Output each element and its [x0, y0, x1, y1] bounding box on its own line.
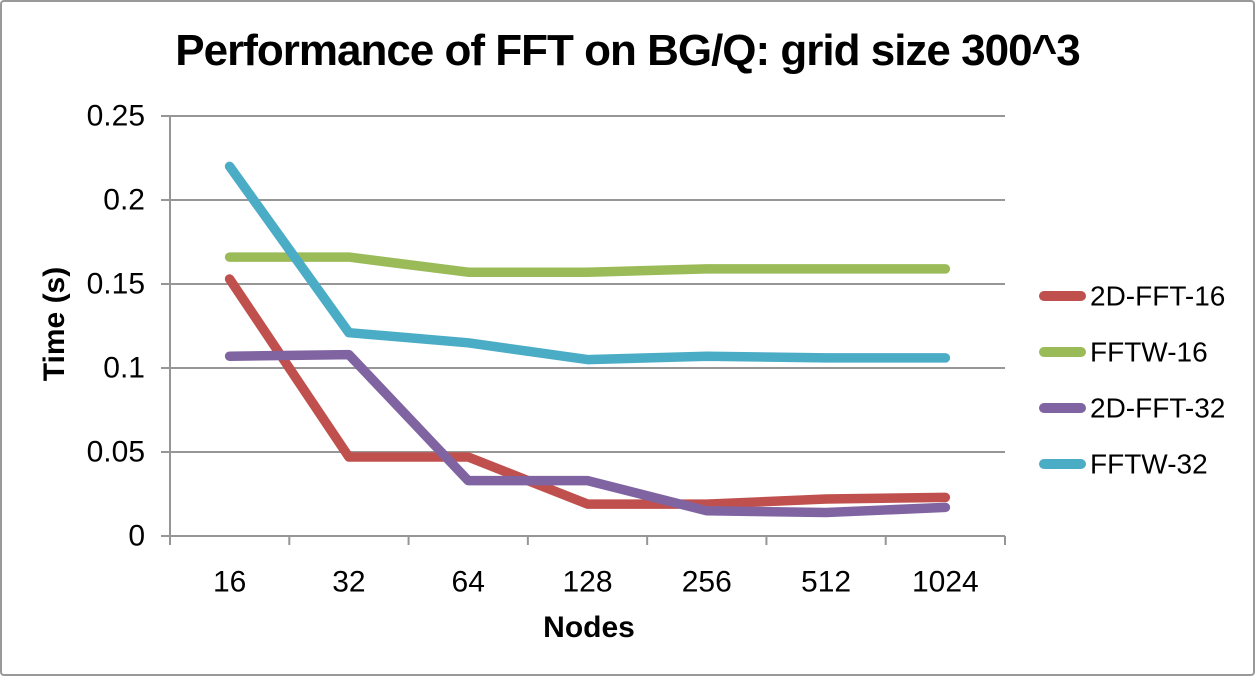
y-tick-label: 0.05: [87, 436, 145, 469]
legend-label: FFTW-32: [1090, 449, 1208, 480]
y-tick-label: 0.25: [87, 100, 145, 133]
x-tick-label: 64: [452, 566, 485, 599]
x-tick-label: 128: [562, 566, 612, 599]
series-line-2D-FFT-16: [224, 274, 951, 509]
legend-marker: [1039, 347, 1086, 357]
chart-title: Performance of FFT on BG/Q: grid size 30…: [175, 26, 1080, 75]
x-tick-label: 32: [332, 566, 365, 599]
x-tick-label: 512: [801, 566, 851, 599]
x-tick-label: 1024: [912, 566, 979, 599]
legend-marker: [1039, 403, 1086, 413]
x-tick-label: 16: [213, 566, 246, 599]
legend-label: 2D-FFT-16: [1090, 281, 1225, 312]
y-tick-label: 0.15: [87, 268, 145, 301]
y-axis-title: Time (s): [38, 266, 71, 382]
series-line-FFTW-32: [224, 161, 951, 365]
y-tick-label: 0.2: [103, 184, 145, 217]
legend-label: FFTW-16: [1090, 337, 1208, 368]
series-line-FFTW-16: [224, 252, 951, 277]
x-tick-label: 256: [682, 566, 732, 599]
x-axis-title: Nodes: [543, 611, 635, 644]
y-tick-label: 0: [128, 520, 145, 553]
legend-label: 2D-FFT-32: [1090, 393, 1225, 424]
legend-marker: [1039, 459, 1086, 469]
y-tick-label: 0.1: [103, 352, 145, 385]
legend-marker: [1039, 291, 1086, 301]
series-line-2D-FFT-32: [224, 349, 951, 518]
